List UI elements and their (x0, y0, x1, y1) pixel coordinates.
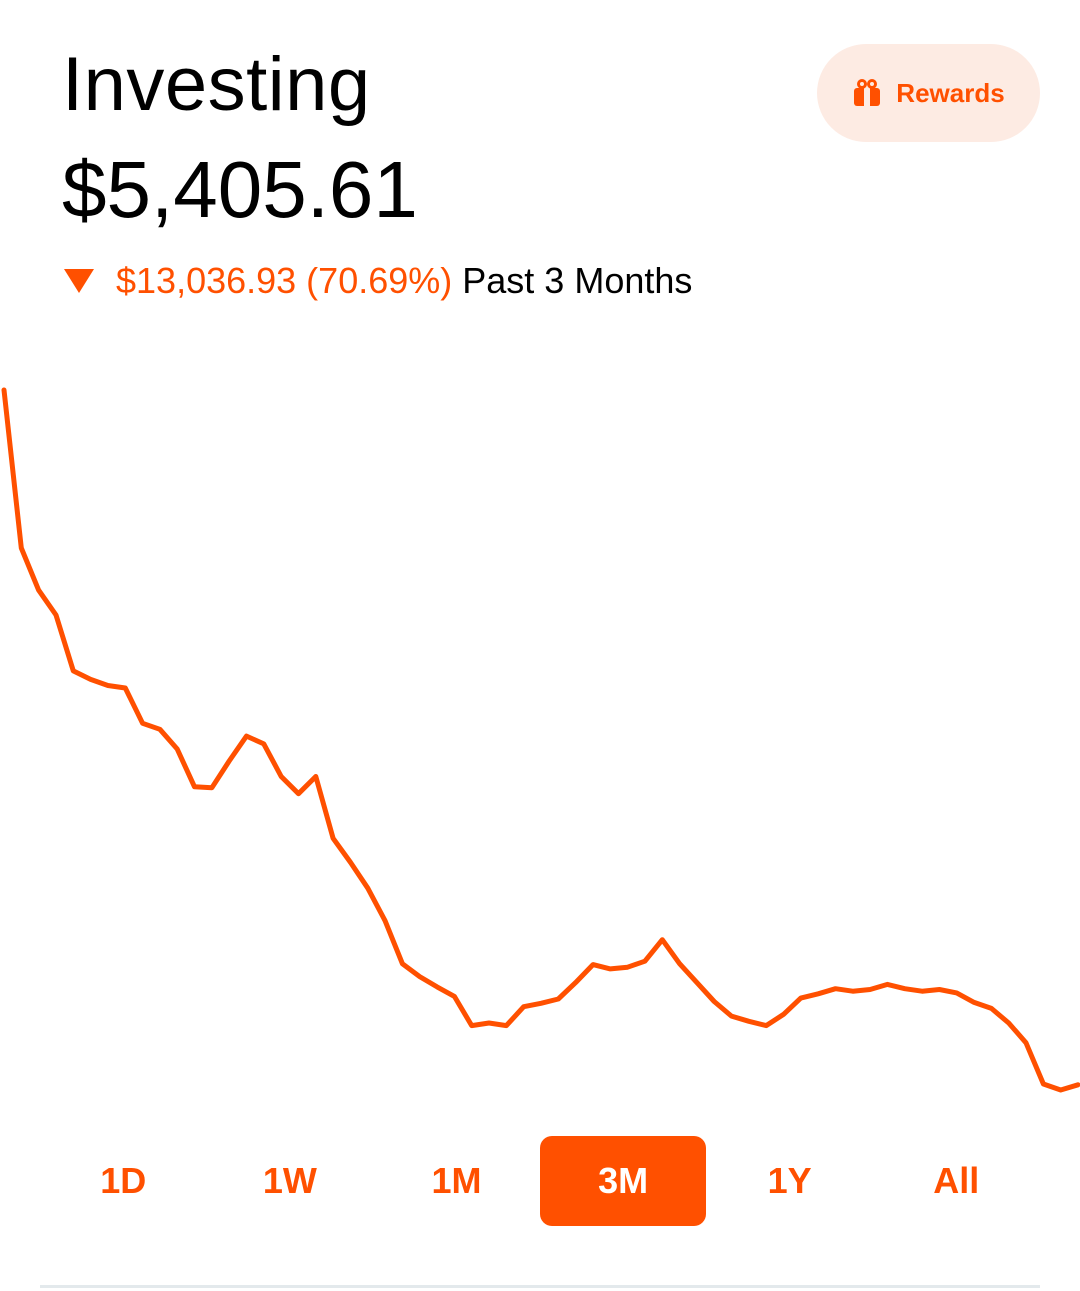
gift-icon (854, 79, 881, 106)
data-point[interactable] (431, 981, 443, 993)
data-point[interactable] (604, 963, 616, 975)
rewards-button[interactable]: Rewards (817, 44, 1040, 142)
performance-change: $13,036.93 (70.69%) Past 3 Months (64, 259, 692, 303)
range-tab-1w[interactable]: 1W (262, 1160, 317, 1201)
data-point[interactable] (760, 1020, 772, 1032)
data-point[interactable] (778, 1008, 790, 1020)
data-point[interactable] (67, 665, 79, 677)
change-amount: $13,036.93 (70.69%) (116, 260, 453, 301)
data-point[interactable] (1072, 1079, 1080, 1091)
data-point[interactable] (830, 983, 842, 995)
data-point[interactable] (0, 384, 10, 396)
data-point[interactable] (743, 1015, 755, 1027)
data-point[interactable] (379, 915, 391, 927)
data-point[interactable] (241, 730, 253, 742)
series-line (1, 387, 1080, 1093)
data-point[interactable] (1003, 1017, 1015, 1029)
data-point[interactable] (33, 584, 45, 596)
data-point[interactable] (1055, 1084, 1067, 1096)
data-point[interactable] (466, 1020, 478, 1032)
change-period: Past 3 Months (462, 260, 693, 301)
data-point[interactable] (293, 788, 305, 800)
data-point[interactable] (414, 971, 426, 983)
data-point[interactable] (622, 961, 634, 973)
down-triangle-icon (64, 269, 94, 293)
data-point[interactable] (396, 958, 408, 970)
data-point[interactable] (916, 985, 928, 997)
data-point[interactable] (882, 978, 894, 990)
data-point[interactable] (500, 1020, 512, 1032)
data-point[interactable] (951, 987, 963, 999)
data-point[interactable] (50, 609, 62, 621)
data-point[interactable] (656, 934, 668, 946)
data-point[interactable] (310, 771, 322, 783)
data-point[interactable] (154, 723, 166, 735)
data-point[interactable] (899, 983, 911, 995)
range-tab-all[interactable]: All (933, 1160, 980, 1201)
data-point[interactable] (85, 673, 97, 685)
data-point[interactable] (137, 717, 149, 729)
data-point[interactable] (552, 993, 564, 1005)
data-point[interactable] (726, 1010, 738, 1022)
data-point[interactable] (968, 996, 980, 1008)
data-point[interactable] (189, 781, 201, 793)
data-point[interactable] (119, 682, 131, 694)
range-tab-3m[interactable]: 3M (539, 1136, 707, 1226)
data-point[interactable] (275, 771, 287, 783)
data-point[interactable] (1037, 1078, 1049, 1090)
data-point[interactable] (362, 882, 374, 894)
data-point[interactable] (847, 985, 859, 997)
data-point[interactable] (206, 782, 218, 794)
data-point[interactable] (258, 738, 270, 750)
page-title: Investing (62, 42, 371, 127)
data-point[interactable] (223, 755, 235, 767)
data-point[interactable] (483, 1017, 495, 1029)
data-point[interactable] (327, 832, 339, 844)
data-point[interactable] (102, 680, 114, 692)
range-tab-1y[interactable]: 1Y (767, 1160, 812, 1201)
data-point[interactable] (345, 856, 357, 868)
data-point[interactable] (708, 996, 720, 1008)
data-point[interactable] (535, 997, 547, 1009)
data-point[interactable] (171, 743, 183, 755)
data-point[interactable] (674, 958, 686, 970)
divider (40, 1285, 1040, 1288)
data-point[interactable] (15, 542, 27, 554)
data-point[interactable] (587, 959, 599, 971)
data-point[interactable] (570, 977, 582, 989)
range-tab-1m[interactable]: 1M (431, 1160, 482, 1201)
data-point[interactable] (795, 992, 807, 1004)
data-point[interactable] (812, 988, 824, 1000)
data-point[interactable] (1020, 1037, 1032, 1049)
portfolio-balance: $5,405.61 (62, 145, 418, 234)
data-point[interactable] (639, 955, 651, 967)
data-point[interactable] (864, 984, 876, 996)
data-point[interactable] (448, 990, 460, 1002)
range-tab-1d[interactable]: 1D (100, 1160, 147, 1201)
data-point[interactable] (518, 1001, 530, 1013)
rewards-label: Rewards (896, 77, 1005, 108)
data-point[interactable] (985, 1002, 997, 1014)
time-range-selector: 1D 1W 1M 3M 1Y All (40, 1136, 1040, 1226)
data-point[interactable] (691, 977, 703, 989)
data-point[interactable] (933, 984, 945, 996)
